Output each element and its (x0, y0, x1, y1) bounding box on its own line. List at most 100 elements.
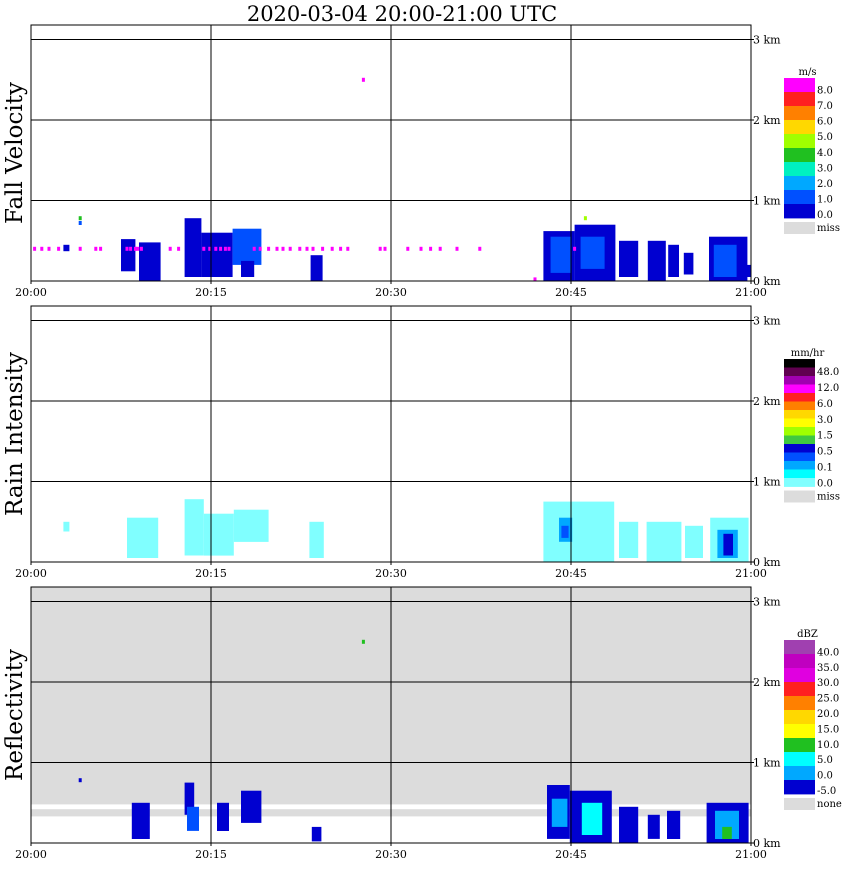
echo-point (533, 277, 537, 282)
colorbar: mm/hr 48.0 12.0 6.0 3.0 1.5 0.5 0.1 0.0 miss (784, 348, 840, 503)
colorbar-label: 6.0 (817, 117, 833, 128)
clutter-mark (321, 246, 325, 251)
colorbar-swatch (784, 724, 815, 739)
y-tick-label: 3 km (753, 315, 781, 328)
echo-cell (203, 513, 234, 556)
clutter-mark (129, 246, 133, 251)
y-axis-label: Reflectivity (2, 649, 28, 781)
clutter-mark (252, 246, 256, 251)
clutter-mark (330, 246, 334, 251)
clutter-mark (419, 246, 423, 251)
y-tick-label: 0 km (753, 275, 781, 288)
colorbar-swatch (784, 435, 815, 445)
echo-cell (63, 244, 70, 252)
colorbar-swatch (784, 696, 815, 711)
colorbar-label: 1.0 (817, 194, 833, 205)
colorbar-swatch (784, 418, 815, 428)
echo-cell (722, 826, 732, 839)
colorbar-swatch (784, 410, 815, 419)
x-tick-label: 21:00 (735, 848, 767, 861)
colorbar-swatch (784, 738, 815, 753)
x-tick-label: 20:00 (15, 848, 47, 861)
colorbar-missing-swatch (784, 798, 815, 810)
y-axis-label: Fall Velocity (2, 82, 28, 224)
colorbar-label: 0.0 (817, 210, 833, 221)
echo-cell (667, 810, 681, 839)
echo-cell (121, 239, 136, 272)
clutter-mark (478, 246, 482, 251)
x-tick-label: 21:00 (735, 567, 767, 580)
x-tick-label: 20:00 (15, 567, 47, 580)
echo-cell (685, 525, 703, 558)
clutter-mark (223, 246, 227, 251)
colorbar-swatch (784, 452, 815, 462)
clutter-mark (47, 246, 51, 251)
clutter-mark (94, 246, 98, 251)
colorbar-swatch (784, 401, 815, 411)
colorbar-swatch (784, 444, 815, 453)
colorbar-swatch (784, 461, 815, 470)
colorbar-label: 5.0 (817, 755, 833, 766)
colorbar-label: 12.0 (817, 383, 839, 394)
colorbar-missing-label: miss (817, 223, 840, 234)
colorbar-swatch (784, 359, 815, 368)
echo-cell (551, 798, 568, 827)
clutter-mark (202, 246, 206, 251)
y-tick-label: 3 km (753, 596, 781, 609)
colorbar-label: 4.0 (817, 148, 833, 159)
colorbar-swatch (784, 427, 815, 436)
colorbar-swatch (784, 393, 815, 402)
echo-cell (63, 521, 70, 532)
clutter-mark (136, 246, 140, 251)
echo-cell (184, 499, 204, 556)
colorbar-label: 0.1 (817, 463, 833, 474)
colorbar-label: 35.0 (817, 663, 839, 674)
colorbar-swatch (784, 710, 815, 725)
clutter-mark (125, 246, 129, 251)
echo-cell (668, 244, 679, 277)
colorbar-swatch (784, 120, 815, 135)
colorbar-swatch (784, 92, 815, 107)
y-tick-label: 2 km (753, 395, 781, 408)
echo-cell (550, 236, 571, 273)
colorbar-swatch (784, 780, 815, 795)
y-tick-label: 3 km (753, 34, 781, 47)
colorbar-unit: m/s (799, 67, 817, 78)
clutter-mark (168, 246, 172, 251)
clutter-mark (378, 246, 382, 251)
echo-cell (187, 806, 199, 831)
clutter-mark (429, 246, 433, 251)
colorbar-swatch (784, 204, 815, 219)
colorbar-label: 3.0 (817, 163, 833, 174)
clutter-mark (288, 246, 292, 251)
x-tick-label: 20:00 (15, 286, 47, 299)
y-tick-label: 1 km (753, 476, 781, 489)
clutter-mark (78, 246, 82, 251)
echo-cell (184, 218, 202, 277)
colorbar-label: 25.0 (817, 694, 839, 705)
echo-cell (647, 240, 666, 282)
echo-cell (241, 260, 255, 277)
y-tick-label: 1 km (753, 195, 781, 208)
echo-point (361, 77, 365, 82)
echo-cell (647, 814, 660, 839)
colorbar-label: 7.0 (817, 101, 833, 112)
clutter-mark (406, 246, 410, 251)
colorbar-label: 48.0 (817, 367, 839, 378)
panel-fall-velocity: Fall Velocity 20:00 20:15 20:30 20:45 21:000 … (2, 24, 840, 299)
echo-cell (561, 525, 569, 538)
clutter-mark (33, 246, 37, 251)
clutter-mark (281, 246, 285, 251)
colorbar-swatch (784, 478, 815, 487)
colorbar-unit: mm/hr (791, 348, 825, 359)
echo-cell (713, 244, 737, 277)
y-tick-label: 2 km (753, 114, 781, 127)
clutter-mark (298, 246, 302, 251)
colorbar-unit: dBZ (797, 629, 818, 640)
echo-point (78, 216, 82, 221)
colorbar-label: 0.0 (817, 479, 833, 490)
clutter-mark (177, 246, 181, 251)
echo-cell (580, 236, 605, 269)
